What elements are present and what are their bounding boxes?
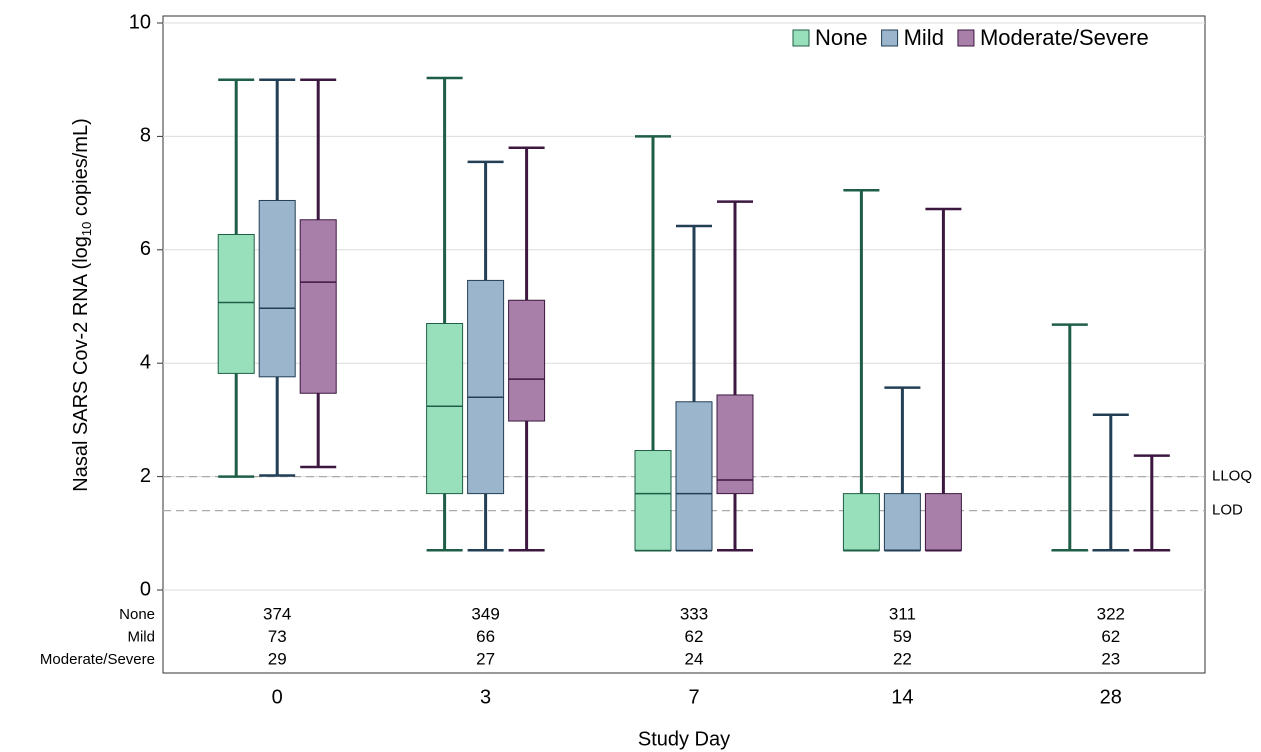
y-tick-label: 8 bbox=[140, 125, 151, 147]
count-row-label: Mild bbox=[127, 628, 155, 645]
x-axis-label: Study Day bbox=[638, 728, 730, 750]
count-label: 23 bbox=[1101, 649, 1120, 668]
count-label: 62 bbox=[685, 627, 704, 646]
x-tick-label: 7 bbox=[688, 686, 699, 708]
box bbox=[258, 199, 296, 378]
box bbox=[467, 279, 505, 495]
box bbox=[675, 401, 713, 551]
count-row-label: Moderate/Severe bbox=[40, 651, 155, 668]
count-label: 333 bbox=[680, 604, 708, 623]
count-label: 27 bbox=[476, 649, 495, 668]
count-label: 322 bbox=[1097, 604, 1125, 623]
count-label: 73 bbox=[268, 627, 287, 646]
y-tick-label: 0 bbox=[140, 578, 151, 600]
plot-frame bbox=[162, 15, 1206, 674]
box bbox=[299, 219, 337, 394]
count-label: 349 bbox=[471, 604, 499, 623]
reference-label: LOD bbox=[1212, 502, 1243, 519]
reference-label: LLOQ bbox=[1212, 468, 1252, 485]
y-label-subscript: 10 bbox=[79, 222, 94, 236]
legend-swatch bbox=[881, 29, 899, 47]
y-label-main: Nasal SARS Cov-2 RNA (log bbox=[70, 236, 92, 492]
count-label: 59 bbox=[893, 627, 912, 646]
legend-label: Moderate/Severe bbox=[980, 25, 1149, 50]
x-tick-label: 0 bbox=[272, 686, 283, 708]
count-label: 24 bbox=[685, 649, 704, 668]
box bbox=[842, 493, 880, 551]
box bbox=[634, 450, 672, 551]
count-label: 22 bbox=[893, 649, 912, 668]
y-tick-label: 2 bbox=[140, 465, 151, 487]
y-tick-label: 6 bbox=[140, 238, 151, 260]
legend-swatch bbox=[792, 29, 810, 47]
count-label: 66 bbox=[476, 627, 495, 646]
legend-label: Mild bbox=[904, 25, 944, 50]
y-tick-label: 10 bbox=[129, 11, 151, 33]
y-label-unit: copies/mL) bbox=[70, 118, 92, 221]
box bbox=[716, 394, 754, 495]
x-tick-label: 3 bbox=[480, 686, 491, 708]
count-row-label: None bbox=[119, 606, 155, 623]
box bbox=[217, 233, 255, 374]
count-label: 29 bbox=[268, 649, 287, 668]
box bbox=[508, 299, 546, 422]
y-axis-label: Nasal SARS Cov-2 RNA (log10 copies/mL) bbox=[70, 118, 94, 492]
count-label: 374 bbox=[263, 604, 291, 623]
y-tick-label: 4 bbox=[140, 351, 151, 373]
count-label: 62 bbox=[1101, 627, 1120, 646]
x-tick-label: 28 bbox=[1100, 686, 1122, 708]
legend-label: None bbox=[815, 25, 868, 50]
box bbox=[924, 493, 962, 551]
legend-swatch bbox=[957, 29, 975, 47]
box bbox=[883, 493, 921, 551]
box bbox=[426, 323, 464, 495]
count-label: 311 bbox=[889, 604, 916, 623]
x-tick-label: 14 bbox=[891, 686, 913, 708]
